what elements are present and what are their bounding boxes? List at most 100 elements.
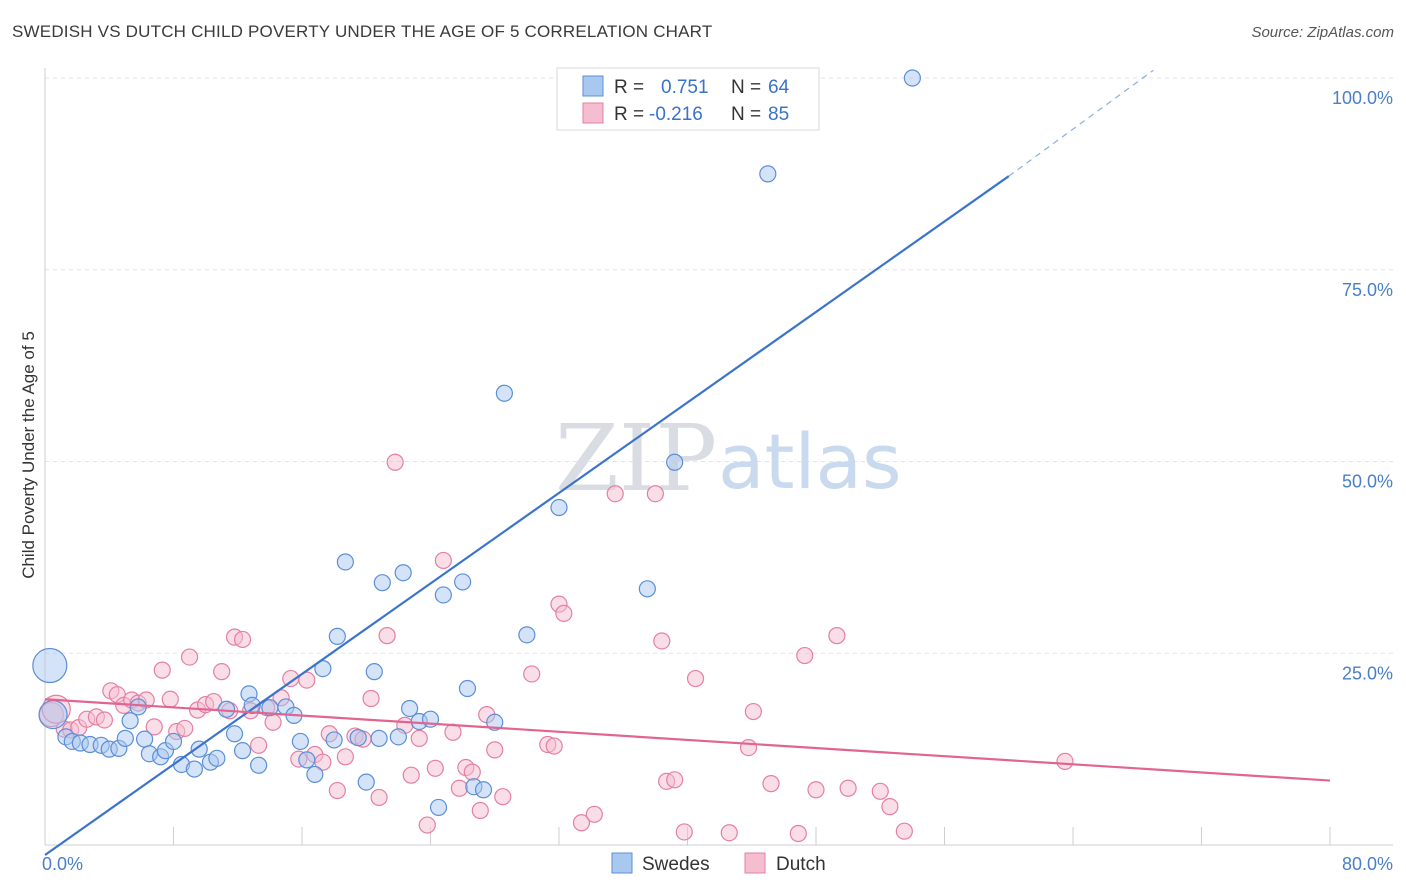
swedes-trend-extension <box>1008 69 1154 177</box>
dutch-point-72 <box>675 823 693 841</box>
dutch-point-39 <box>336 748 354 766</box>
dutch-point-81 <box>839 779 857 797</box>
dutch-point-49 <box>418 816 436 834</box>
swedes-point-31 <box>298 751 316 769</box>
swedes-point-61 <box>903 69 921 87</box>
legend-n-value-dutch: 85 <box>768 104 789 125</box>
dutch-point-71 <box>666 771 684 789</box>
x-tick-label-max: 80.0% <box>1342 854 1393 874</box>
swedes-point-23 <box>225 725 244 743</box>
watermark-atlas: atlas <box>718 417 902 506</box>
swedes-point-11 <box>129 698 147 716</box>
swedes-point-1 <box>38 700 68 730</box>
swedes-point-46 <box>429 798 448 817</box>
swedes-point-21 <box>208 749 226 767</box>
dutch-point-56 <box>471 801 489 820</box>
trend-lines <box>44 69 1331 856</box>
dutch-point-62 <box>545 737 563 755</box>
dutch-point-19 <box>180 648 199 666</box>
chart-title: SWEDISH VS DUTCH CHILD POVERTY UNDER THE… <box>12 22 713 41</box>
legend-n-value-swedes: 64 <box>768 77 790 98</box>
dutch-point-75 <box>739 738 758 757</box>
dutch-point-86 <box>789 824 807 843</box>
dutch-point-53 <box>450 779 469 797</box>
grid-lines <box>45 77 1393 654</box>
legend-n-label-swedes: N = <box>731 77 761 98</box>
dutch-point-51 <box>434 551 452 570</box>
dutch-point-79 <box>807 781 825 799</box>
dutch-point-76 <box>744 702 762 721</box>
swedes-point-36 <box>336 553 354 571</box>
y-axis-title: Child Poverty Under the Age of 5 <box>19 331 38 579</box>
swedes-point-16 <box>164 732 183 751</box>
x-tick-label-min: 0.0% <box>42 854 83 874</box>
swedes-point-24 <box>233 742 252 760</box>
dutch-point-80 <box>828 627 846 645</box>
dutch-point-44 <box>378 627 396 645</box>
swedes-point-56 <box>638 580 656 598</box>
legend-n-label-dutch: N = <box>731 104 761 125</box>
dutch-point-23 <box>213 663 231 681</box>
swedes-point-37 <box>349 729 367 747</box>
swedes-point-52 <box>486 713 504 731</box>
legend-box: R = 0.751 N = 64 R = -0.216 N = 85 <box>556 67 820 131</box>
dutch-point-67 <box>606 485 624 503</box>
dutch-point-38 <box>328 781 346 800</box>
dutch-point-26 <box>233 630 252 649</box>
dutch-point-16 <box>161 690 179 708</box>
swedes-point-40 <box>373 574 391 592</box>
bottom-legend-label-swedes: Swedes <box>642 854 710 875</box>
dutch-points <box>38 453 1074 843</box>
swedes-point-26 <box>250 756 268 774</box>
dutch-point-60 <box>523 665 541 683</box>
dutch-point-77 <box>762 775 780 793</box>
legend-swatch-swedes <box>582 75 604 97</box>
swedes-point-41 <box>389 728 407 746</box>
legend-r-label-swedes: R = <box>614 77 644 98</box>
dutch-point-73 <box>686 669 705 688</box>
swedes-point-51 <box>474 781 493 799</box>
dutch-point-78 <box>796 646 814 665</box>
dutch-point-82 <box>871 782 889 800</box>
dutch-point-50 <box>426 759 444 777</box>
dutch-point-43 <box>370 788 388 807</box>
dutch-point-14 <box>145 718 163 736</box>
y-tick-label-1: 50.0% <box>1342 472 1393 492</box>
legend-swatch-dutch <box>582 102 604 124</box>
swedes-point-54 <box>518 626 536 644</box>
swedes-point-9 <box>116 729 134 747</box>
dutch-point-59 <box>494 788 512 806</box>
y-tick-label-0: 25.0% <box>1342 663 1393 683</box>
dutch-point-66 <box>585 805 603 823</box>
swedes-point-39 <box>365 663 383 681</box>
swedes-point-53 <box>495 384 513 402</box>
y-tick-labels: 25.0% 50.0% 75.0% 100.0% <box>1332 88 1393 683</box>
dutch-point-47 <box>402 766 420 784</box>
swedes-point-32 <box>306 765 324 784</box>
dutch-point-52 <box>444 723 462 741</box>
bottom-legend-label-dutch: Dutch <box>776 854 826 875</box>
swedes-point-47 <box>434 586 452 604</box>
dutch-point-84 <box>895 822 913 840</box>
swedes-point-57 <box>666 453 684 471</box>
swedes-point-19 <box>190 740 208 758</box>
swedes-point-60 <box>759 165 777 183</box>
dutch-point-83 <box>881 798 899 816</box>
dutch-point-18 <box>176 719 194 738</box>
dutch-trend-line <box>44 698 1331 782</box>
swedes-point-30 <box>291 732 309 751</box>
swedes-point-38 <box>357 773 375 791</box>
dutch-point-28 <box>250 736 268 754</box>
dutch-point-74 <box>720 824 738 842</box>
legend-r-value-dutch: -0.216 <box>649 104 703 125</box>
legend-r-value-swedes: 0.751 <box>661 77 709 98</box>
swedes-point-55 <box>550 498 568 517</box>
source-label: Source: ZipAtlas.com <box>1251 24 1394 41</box>
swedes-trend-line <box>44 175 1010 856</box>
dutch-point-7 <box>95 711 114 729</box>
watermark: ZIP atlas <box>555 405 902 512</box>
y-tick-label-3: 100.0% <box>1332 88 1393 108</box>
swedes-point-63 <box>370 729 388 747</box>
swedes-point-42 <box>394 564 412 582</box>
